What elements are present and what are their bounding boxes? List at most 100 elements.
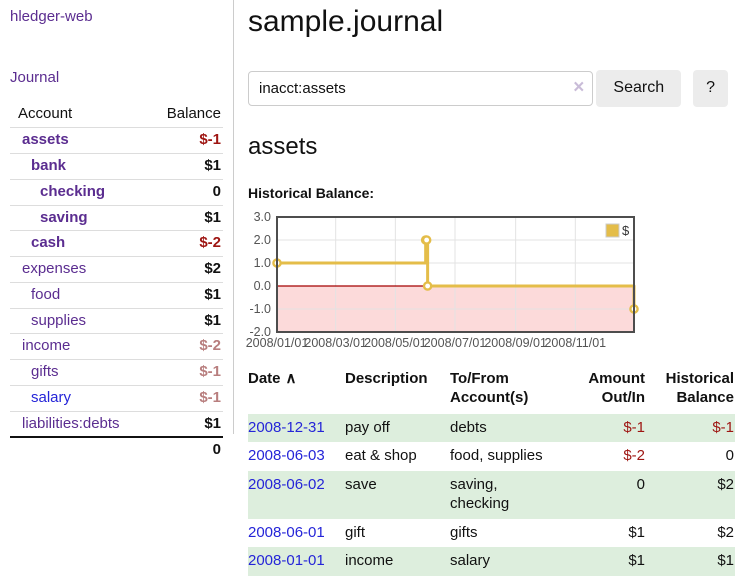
transaction-amount: $-1	[623, 418, 645, 436]
transaction-accounts: food, supplies	[450, 447, 543, 465]
account-row: gifts $-1	[10, 359, 223, 386]
transaction-date-cell: 2008-06-03	[248, 442, 345, 471]
data-point-marker[interactable]	[422, 281, 433, 291]
sidebar: hledger-web Journal Account Balance asse…	[0, 0, 234, 458]
account-link[interactable]: income	[22, 337, 71, 355]
transaction-date-cell: 2008-06-02	[248, 471, 345, 519]
account-link[interactable]: liabilities:debts	[22, 414, 120, 432]
x-tick-label: 2008/07/01	[424, 336, 487, 350]
account-row: cash $-2	[10, 230, 223, 257]
chart-title: Historical Balance:	[248, 184, 375, 201]
account-row: liabilities:debts $1	[10, 411, 223, 437]
transaction-balance: $-1	[712, 418, 734, 436]
account-link[interactable]: saving	[40, 208, 88, 226]
account-link[interactable]: salary	[31, 388, 72, 406]
y-tick-label: -2.0	[249, 325, 271, 339]
transaction-accounts: saving, checking	[450, 476, 510, 512]
app-title-link[interactable]: hledger-web	[10, 8, 93, 25]
account-link[interactable]: expenses	[22, 260, 87, 277]
account-link[interactable]: checking	[40, 182, 106, 200]
column-header-balance: Historical Balance	[665, 370, 734, 406]
account-link[interactable]: gifts	[31, 363, 59, 380]
account-name-cell: gifts	[10, 360, 144, 386]
accounts-total-row: 0	[10, 437, 223, 463]
sort-ascending-icon: ∧	[285, 370, 297, 387]
account-name-cell: food	[10, 282, 144, 308]
legend-swatch	[605, 223, 620, 238]
account-heading: assets	[248, 132, 318, 160]
account-row: expenses $2	[10, 256, 223, 283]
x-tick-label: 2008/03/01	[304, 336, 367, 350]
transaction-description: income	[345, 552, 394, 570]
y-tick-label: 2.0	[254, 233, 271, 247]
account-balance: $-2	[199, 234, 221, 252]
transaction-amount: $-2	[623, 447, 645, 465]
transaction-row: 2008-01-01 income salary $1 $1	[248, 547, 735, 576]
y-tick-label: -1.0	[249, 302, 271, 316]
account-balance: $-1	[199, 363, 221, 380]
transaction-date-link[interactable]: 2008-06-01	[248, 523, 325, 541]
transaction-date-link[interactable]: 2008-12-31	[248, 418, 325, 436]
column-header-amount: Amount Out/In	[588, 370, 645, 406]
account-row: bank $1	[10, 153, 223, 180]
transaction-description: eat & shop	[345, 447, 417, 465]
account-link[interactable]: assets	[22, 131, 69, 149]
transaction-row: 2008-06-03 eat & shop food, supplies $-2…	[248, 442, 735, 471]
search-input[interactable]	[248, 70, 594, 106]
transaction-description: save	[345, 476, 377, 493]
chart-container: $3.0 2.0 1.0 0.0 -1.0 -2.0 2008/01/01 2008/03/0…	[246, 210, 728, 353]
help-button[interactable]: ?	[693, 69, 728, 107]
account-row: checking 0	[10, 179, 223, 205]
account-row: assets $-1	[10, 127, 223, 154]
account-balance: $1	[204, 285, 221, 303]
register-header-row: Date ∧ Description To/From Account(s) Amo…	[248, 370, 735, 414]
x-tick-label: 2008/11/01	[544, 336, 606, 350]
account-link[interactable]: supplies	[31, 311, 87, 329]
transaction-description: pay off	[345, 418, 390, 436]
account-link[interactable]: cash	[31, 234, 66, 252]
transaction-amount: 0	[636, 476, 645, 493]
transaction-balance: $2	[717, 476, 734, 493]
register-table: Date ∧ Description To/From Account(s) Amo…	[248, 370, 735, 576]
account-row: saving $1	[10, 205, 223, 231]
account-link[interactable]: food	[31, 285, 61, 303]
accounts-header-balance: Balance	[166, 104, 221, 122]
account-balance: $-2	[199, 337, 221, 355]
search-button[interactable]: Search	[596, 69, 682, 107]
historical-balance-chart[interactable]: $3.0 2.0 1.0 0.0 -1.0 -2.02008/01/012008/03/0…	[246, 210, 698, 353]
nav-journal-link[interactable]: Journal	[10, 68, 60, 86]
account-balance: $1	[204, 414, 221, 432]
account-row: salary $-1	[10, 385, 223, 411]
account-name-cell: cash	[10, 231, 144, 257]
account-name-cell: salary	[10, 385, 144, 411]
transaction-amount: $1	[628, 552, 645, 570]
account-balance: $2	[204, 260, 221, 277]
column-header-date[interactable]: Date ∧	[248, 370, 345, 414]
main-content: sample.journal × Search ? assets Histori…	[234, 0, 735, 576]
transaction-row: 2008-06-02 save saving, checking 0 $2	[248, 471, 735, 519]
account-name-cell: liabilities:debts	[10, 411, 144, 437]
transaction-date-link[interactable]: 2008-06-03	[248, 447, 325, 465]
transaction-accounts: debts	[450, 418, 487, 436]
transaction-date-link[interactable]: 2008-01-01	[248, 552, 325, 570]
account-name-cell: checking	[10, 179, 144, 205]
transaction-date-cell: 2008-06-01	[248, 519, 345, 548]
transaction-balance: $1	[717, 552, 734, 570]
account-row: supplies $1	[10, 308, 223, 334]
accounts-header-row: Account Balance	[10, 103, 223, 128]
account-balance: $1	[204, 157, 221, 174]
account-name-cell: saving	[10, 205, 144, 231]
account-name-cell: bank	[10, 154, 144, 180]
account-name-cell: income	[10, 334, 144, 360]
transaction-accounts: salary	[450, 552, 491, 570]
transaction-date-cell: 2008-12-31	[248, 414, 345, 443]
clear-search-icon[interactable]: ×	[573, 76, 585, 98]
transaction-date-link[interactable]: 2008-06-02	[248, 476, 325, 493]
account-link[interactable]: bank	[31, 157, 67, 174]
data-point-marker[interactable]	[421, 235, 432, 245]
x-tick-label: 2008/05/01	[364, 336, 427, 350]
column-header-description: Description	[345, 370, 428, 387]
transaction-balance: 0	[725, 447, 734, 465]
transaction-date-cell: 2008-01-01	[248, 547, 345, 576]
